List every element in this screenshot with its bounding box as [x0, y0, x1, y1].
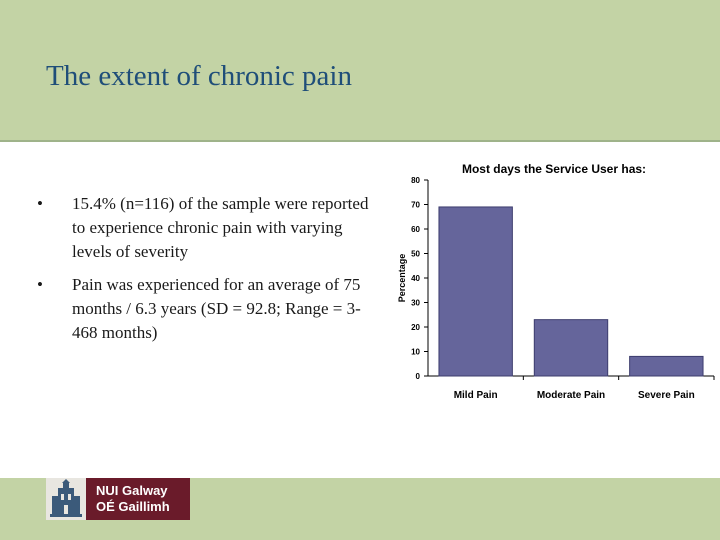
bullet-text: Pain was experienced for an average of 7… [72, 275, 361, 342]
logo-text: NUI Galway OÉ Gaillimh [96, 483, 170, 515]
bar [438, 206, 513, 377]
y-tick-label: 10 [411, 348, 420, 357]
slide-header: The extent of chronic pain [0, 0, 720, 142]
bar-chart-svg: Most days the Service User has: Percentag… [397, 162, 715, 401]
bullet-text: 15.4% (n=116) of the sample were reporte… [72, 194, 369, 261]
building-crest-icon [46, 478, 86, 520]
logo-line-2: OÉ Gaillimh [96, 499, 170, 514]
y-tick-label: 70 [411, 201, 420, 210]
y-tick-label: 50 [411, 250, 420, 259]
bar-chart: Most days the Service User has: Percentag… [388, 152, 720, 412]
x-tick-label: Severe Pain [638, 390, 695, 401]
bullet-item: • 15.4% (n=116) of the sample were repor… [30, 192, 375, 264]
y-tick-label: 60 [411, 225, 420, 234]
y-tick-label: 30 [411, 299, 420, 308]
y-tick-label: 40 [411, 274, 420, 283]
y-tick-label: 80 [411, 176, 420, 185]
chart-title: Most days the Service User has: [462, 162, 646, 176]
x-tick-label: Mild Pain [454, 390, 498, 401]
bar [629, 355, 704, 377]
logo-line-1: NUI Galway [96, 483, 168, 498]
bar [533, 319, 609, 377]
x-tick-label: Moderate Pain [537, 390, 605, 401]
bullet-marker: • [37, 275, 43, 294]
y-tick-label: 0 [416, 372, 421, 381]
bullet-marker: • [37, 194, 43, 213]
university-logo: NUI Galway OÉ Gaillimh [46, 478, 190, 520]
y-axis-label: Percentage [397, 254, 407, 303]
bullet-list: • 15.4% (n=116) of the sample were repor… [30, 192, 375, 354]
y-tick-label: 20 [411, 323, 420, 332]
slide-title: The extent of chronic pain [46, 60, 352, 92]
bullet-item: • Pain was experienced for an average of… [30, 273, 375, 345]
